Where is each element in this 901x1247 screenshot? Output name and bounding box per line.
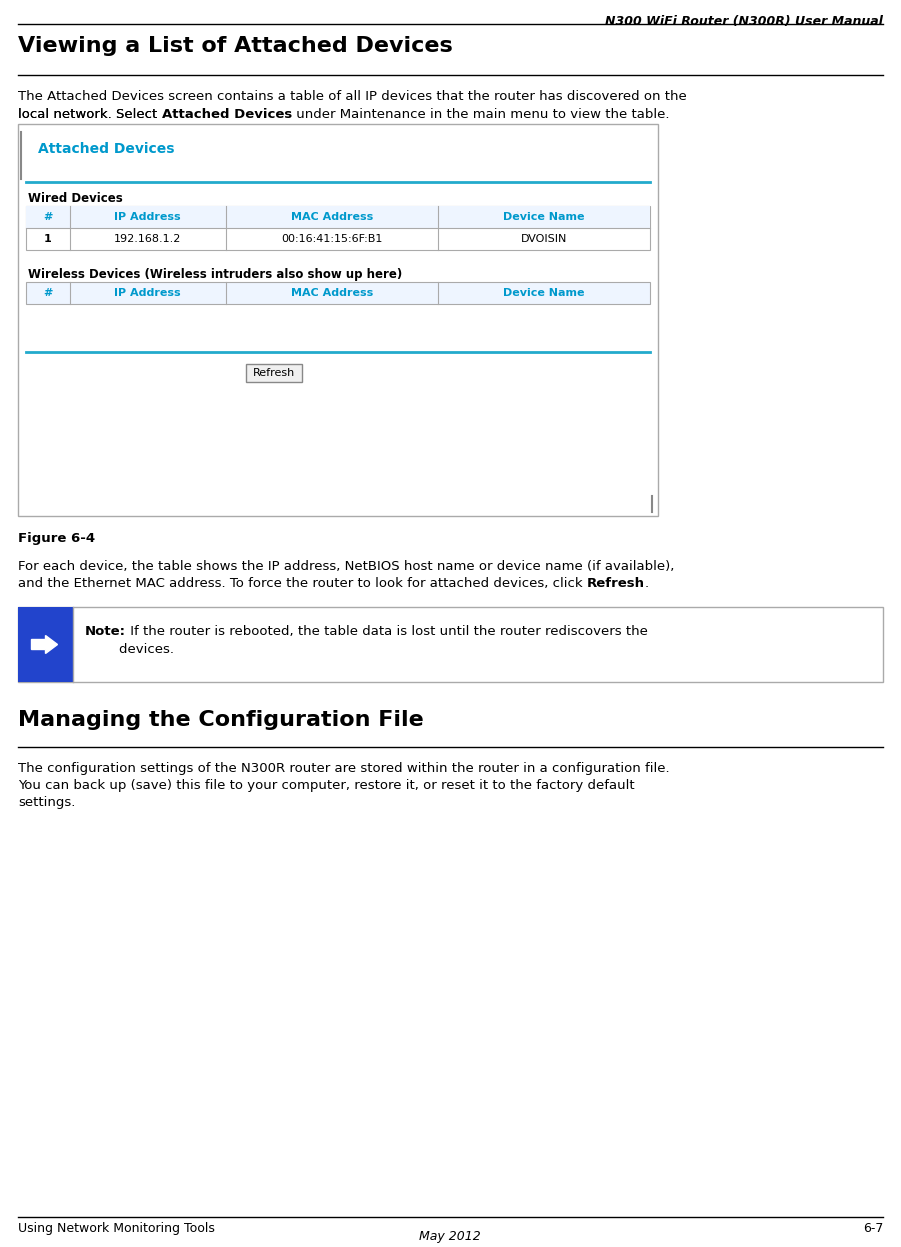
Text: Attached Devices: Attached Devices — [161, 108, 292, 121]
Text: #: # — [43, 212, 52, 222]
Bar — [18, 607, 883, 682]
Text: 6-7: 6-7 — [862, 1222, 883, 1235]
Text: May 2012: May 2012 — [419, 1230, 481, 1243]
Text: under Maintenance in the main menu to view the table.: under Maintenance in the main menu to vi… — [292, 108, 669, 121]
Text: .: . — [645, 577, 649, 590]
Text: Device Name: Device Name — [503, 288, 585, 298]
Bar — [246, 364, 302, 382]
Text: The Attached Devices screen contains a table of all IP devices that the router h: The Attached Devices screen contains a t… — [18, 90, 687, 104]
Text: Refresh: Refresh — [587, 577, 645, 590]
Text: devices.: devices. — [85, 643, 174, 656]
Text: DVOISIN: DVOISIN — [521, 234, 567, 244]
Text: Attached Devices: Attached Devices — [38, 142, 175, 156]
Bar — [18, 123, 658, 516]
Text: settings.: settings. — [18, 796, 76, 809]
Bar — [26, 282, 650, 304]
Text: #: # — [43, 288, 52, 298]
Bar — [26, 206, 650, 249]
Text: local network. Select: local network. Select — [18, 108, 161, 121]
Text: For each device, the table shows the IP address, NetBIOS host name or device nam: For each device, the table shows the IP … — [18, 560, 674, 574]
Text: You can back up (save) this file to your computer, restore it, or reset it to th: You can back up (save) this file to your… — [18, 779, 634, 792]
Bar — [26, 206, 650, 228]
Text: 192.168.1.2: 192.168.1.2 — [114, 234, 181, 244]
Text: local network. Select: local network. Select — [18, 108, 161, 121]
Text: and the Ethernet MAC address. To force the router to look for attached devices, : and the Ethernet MAC address. To force t… — [18, 577, 587, 590]
Text: 1: 1 — [44, 234, 51, 244]
Text: If the router is rebooted, the table data is lost until the router rediscovers t: If the router is rebooted, the table dat… — [126, 625, 648, 638]
Text: MAC Address: MAC Address — [291, 288, 373, 298]
Bar — [18, 607, 73, 682]
Text: IP Address: IP Address — [114, 212, 181, 222]
Text: MAC Address: MAC Address — [291, 212, 373, 222]
Text: N300 WiFi Router (N300R) User Manual: N300 WiFi Router (N300R) User Manual — [605, 15, 883, 27]
Text: Note:: Note: — [85, 625, 126, 638]
Text: Viewing a List of Attached Devices: Viewing a List of Attached Devices — [18, 36, 452, 56]
Text: Wireless Devices (Wireless intruders also show up here): Wireless Devices (Wireless intruders als… — [28, 268, 402, 281]
Text: Using Network Monitoring Tools: Using Network Monitoring Tools — [18, 1222, 214, 1235]
Text: 00:16:41:15:6F:B1: 00:16:41:15:6F:B1 — [281, 234, 382, 244]
Text: The configuration settings of the N300R router are stored within the router in a: The configuration settings of the N300R … — [18, 762, 669, 774]
Text: Figure 6-4: Figure 6-4 — [18, 532, 96, 545]
Text: Managing the Configuration File: Managing the Configuration File — [18, 710, 423, 729]
Text: Refresh: Refresh — [253, 368, 296, 378]
FancyArrow shape — [32, 636, 58, 653]
Text: Wired Devices: Wired Devices — [28, 192, 123, 205]
Text: IP Address: IP Address — [114, 288, 181, 298]
Text: Device Name: Device Name — [503, 212, 585, 222]
